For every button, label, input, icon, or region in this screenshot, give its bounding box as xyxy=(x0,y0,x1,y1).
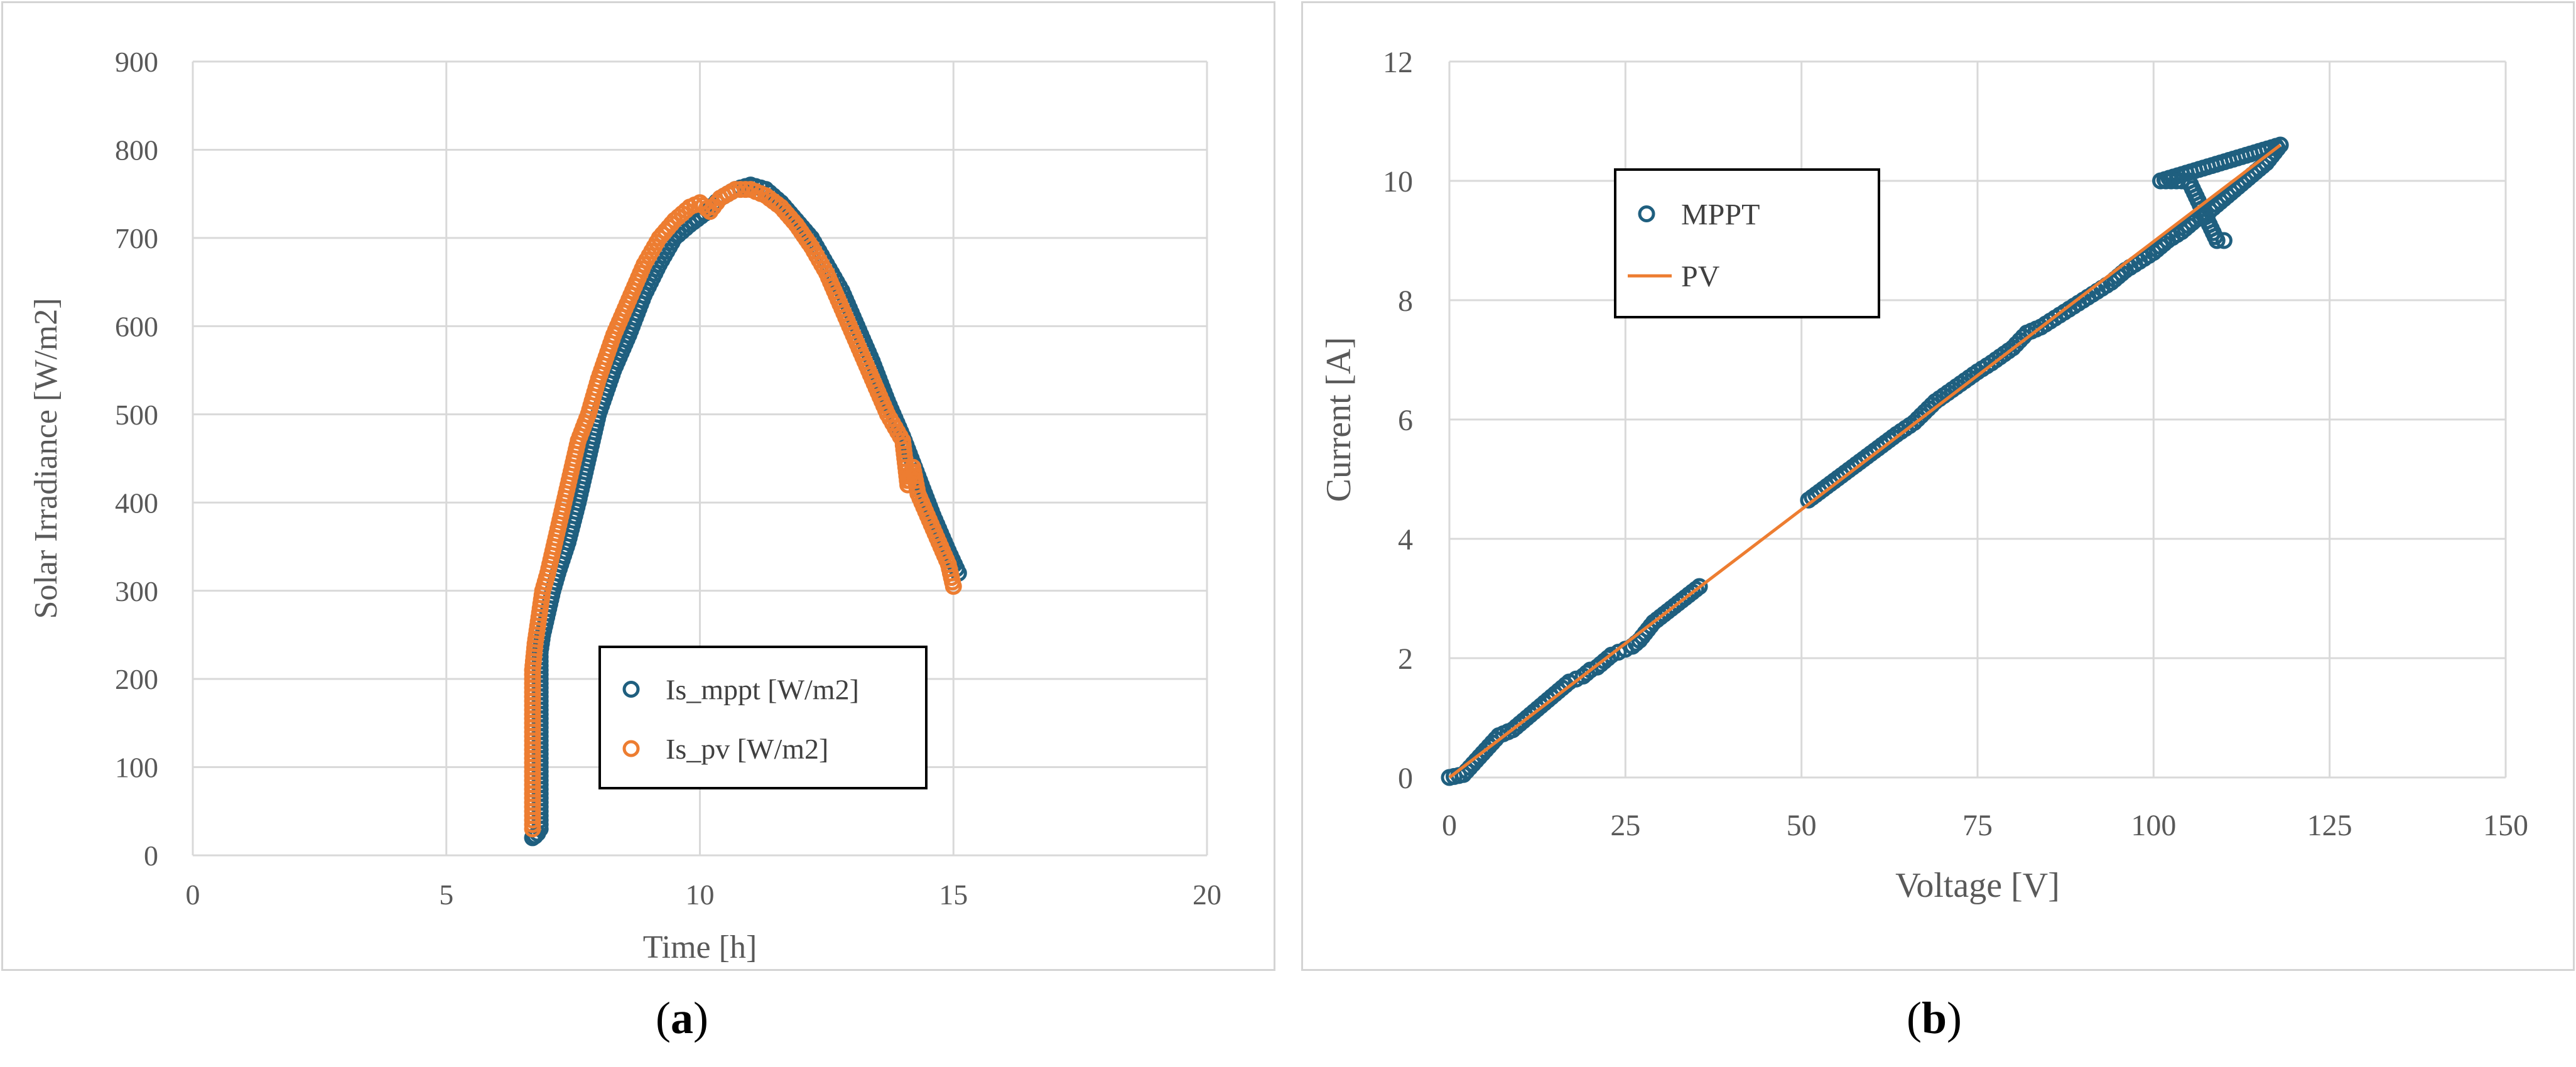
series-line xyxy=(1448,144,2281,779)
legend: MPPT PV xyxy=(1614,168,1880,318)
chart-panel-a xyxy=(1,1,1275,971)
x-tick-label: 25 xyxy=(1610,809,1640,842)
y-tick-label: 0 xyxy=(144,840,158,872)
data-point-fill xyxy=(737,181,754,198)
legend-label: PV xyxy=(1681,260,1720,293)
y-tick-label: 100 xyxy=(115,752,158,784)
y-tick-label: 300 xyxy=(115,575,158,607)
x-axis-label: Voltage [V] xyxy=(1895,866,2060,905)
legend-circle-marker xyxy=(622,681,640,698)
y-tick-label: 500 xyxy=(115,399,158,431)
legend-circle-marker xyxy=(622,740,640,757)
y-tick-label: 12 xyxy=(1383,46,1413,79)
series-b-1 xyxy=(1448,144,2281,779)
x-tick-label: 5 xyxy=(439,879,453,911)
y-axis-label: Current [A] xyxy=(1319,337,1358,502)
data-point xyxy=(1691,578,1708,595)
legend-label: Is_mppt [W/m2] xyxy=(666,674,859,706)
x-tick-label: 125 xyxy=(2307,809,2352,842)
y-tick-label: 2 xyxy=(1398,642,1413,676)
legend: Is_mppt [W/m2] Is_pv [W/m2] xyxy=(598,646,928,789)
y-tick-label: 10 xyxy=(1383,165,1413,198)
y-tick-label: 400 xyxy=(115,487,158,519)
y-tick-label: 600 xyxy=(115,310,158,342)
legend-label: MPPT xyxy=(1681,198,1760,231)
chart-panel-b xyxy=(1301,1,2575,971)
y-tick-label: 4 xyxy=(1398,523,1413,556)
data-point xyxy=(944,578,962,595)
legend-circle-marker xyxy=(1638,205,1655,222)
data-point-fill xyxy=(2162,172,2180,190)
data-point xyxy=(2173,172,2190,190)
caption-b: (b) xyxy=(1906,993,1962,1043)
x-tick-label: 50 xyxy=(1787,809,1817,842)
x-tick-label: 10 xyxy=(686,879,715,911)
x-tick-label: 150 xyxy=(2483,809,2528,842)
x-tick-label: 0 xyxy=(1442,809,1457,842)
legend-box xyxy=(1614,168,1880,318)
x-tick-label: 100 xyxy=(2131,809,2176,842)
y-tick-label: 0 xyxy=(1398,762,1413,795)
legend-label: Is_pv [W/m2] xyxy=(666,733,828,765)
data-point xyxy=(2208,232,2226,249)
legend-box xyxy=(598,646,928,789)
caption-a: (a) xyxy=(656,993,708,1043)
chart-a: 0 100 200 300 400 500 600 700 800 900 0 5 10 15 20 Time… xyxy=(28,46,1221,965)
x-tick-label: 20 xyxy=(1193,879,1221,911)
y-tick-label: 8 xyxy=(1398,284,1413,318)
y-tick-label: 200 xyxy=(115,663,158,695)
series-a-1 xyxy=(524,181,962,838)
x-tick-label: 0 xyxy=(186,879,200,911)
y-axis-label: Solar Irradiance [W/m2] xyxy=(28,298,64,619)
x-tick-label: 75 xyxy=(1962,809,1993,842)
y-tick-label: 900 xyxy=(115,46,158,78)
y-tick-label: 700 xyxy=(115,222,158,254)
x-axis-label: Time [h] xyxy=(643,929,757,965)
data-point xyxy=(2215,232,2232,249)
x-tick-label: 15 xyxy=(939,879,968,911)
y-tick-label: 800 xyxy=(115,134,158,166)
chart-b: 0 2 4 6 8 10 12 0 25 50 75 100 125 150 Voltage [V] Curr… xyxy=(1319,46,2528,905)
data-point-fill xyxy=(2157,172,2175,190)
y-tick-label: 6 xyxy=(1398,404,1413,437)
data-point-fill xyxy=(732,181,749,198)
data-point xyxy=(2152,172,2170,190)
